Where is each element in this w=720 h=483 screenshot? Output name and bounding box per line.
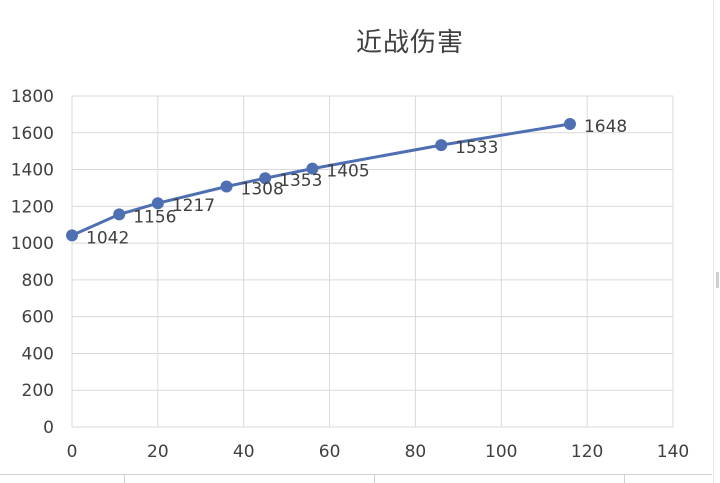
data-point <box>66 229 78 242</box>
scroll-handle[interactable] <box>716 272 719 288</box>
x-tick-label: 80 <box>405 442 427 462</box>
data-label: 1533 <box>455 138 498 158</box>
y-tick-label: 400 <box>22 344 54 364</box>
y-tick-label: 600 <box>22 308 54 328</box>
data-point <box>306 162 319 175</box>
y-tick-label: 1000 <box>11 234 54 254</box>
data-label: 1217 <box>172 196 215 216</box>
data-label: 1353 <box>279 171 322 191</box>
divider-tick <box>124 474 125 483</box>
data-label: 1308 <box>241 179 284 199</box>
data-point <box>435 139 448 152</box>
x-tick-label: 40 <box>233 442 255 462</box>
data-point <box>220 180 233 193</box>
x-tick-label: 100 <box>485 442 517 462</box>
y-tick-label: 1400 <box>11 161 54 181</box>
data-label: 1405 <box>326 162 369 182</box>
y-tick-label: 800 <box>22 271 54 291</box>
divider-tick <box>374 474 375 483</box>
x-tick-label: 120 <box>571 442 603 462</box>
data-point <box>563 117 576 130</box>
y-tick-label: 0 <box>43 418 54 438</box>
data-label: 1156 <box>133 207 176 227</box>
y-tick-label: 1800 <box>11 87 54 107</box>
y-tick-label: 1600 <box>11 124 54 144</box>
tick-layer: 0 200 400 600 800 1000 1200 1400 1600 1800 0 20 40 60… <box>11 87 689 462</box>
series-layer <box>66 117 576 242</box>
divider-tick <box>624 474 625 483</box>
y-tick-label: 200 <box>22 381 54 401</box>
x-tick-label: 60 <box>319 442 341 462</box>
data-point <box>259 172 272 185</box>
grid-layer <box>71 95 674 428</box>
y-tick-label: 1200 <box>11 197 54 217</box>
data-point <box>113 208 126 221</box>
x-tick-label: 140 <box>657 442 689 462</box>
x-tick-label: 20 <box>147 442 169 462</box>
panel-edge <box>713 0 714 483</box>
data-point <box>151 197 164 210</box>
data-label: 1042 <box>86 228 129 248</box>
chart-title: 近战伤害 <box>355 28 464 58</box>
x-tick-label: 0 <box>67 442 78 462</box>
data-label: 1648 <box>584 117 627 137</box>
series-line <box>71 122 571 237</box>
bottom-divider <box>0 474 712 475</box>
